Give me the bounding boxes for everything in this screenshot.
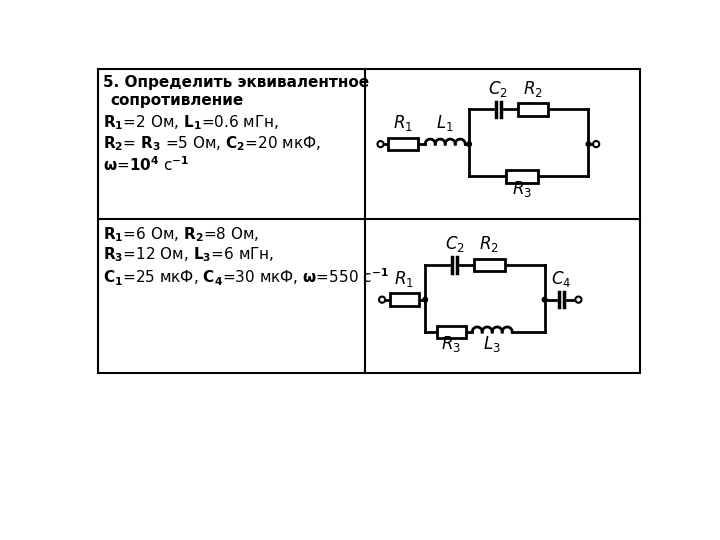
Bar: [98, 69, 640, 373]
Text: $R_2$: $R_2$: [480, 234, 499, 254]
Text: $C_2$: $C_2$: [444, 234, 464, 254]
Text: $\mathbf{C_1}$=25 мкФ, $\mathbf{C_4}$=30 мкФ, $\mathbf{\omega}$=550 с$\mathbf{^{: $\mathbf{C_1}$=25 мкФ, $\mathbf{C_4}$=30…: [102, 267, 388, 288]
Text: $\mathbf{\omega}$=$\mathbf{10^4}$ с$\mathbf{^{-1}}$: $\mathbf{\omega}$=$\mathbf{10^4}$ с$\mat…: [102, 155, 189, 173]
Text: $L_1$: $L_1$: [436, 113, 454, 133]
Circle shape: [423, 298, 428, 302]
Circle shape: [586, 142, 590, 146]
Circle shape: [593, 141, 599, 147]
Circle shape: [379, 296, 385, 303]
Text: $L_3$: $L_3$: [483, 334, 501, 354]
Text: $R_1$: $R_1$: [395, 269, 415, 289]
Text: $R_2$: $R_2$: [523, 79, 543, 99]
Bar: [437, 326, 466, 338]
Bar: [388, 138, 418, 150]
Text: сопротивление: сопротивление: [110, 92, 243, 107]
Circle shape: [542, 298, 547, 302]
Bar: [506, 170, 539, 183]
Bar: [474, 259, 505, 271]
Text: $\mathbf{R_1}$=2 Ом, $\mathbf{L_1}$=0.6 мГн,: $\mathbf{R_1}$=2 Ом, $\mathbf{L_1}$=0.6 …: [102, 113, 279, 132]
Text: $C_2$: $C_2$: [488, 79, 508, 99]
Text: $R_3$: $R_3$: [441, 334, 462, 354]
Text: $\mathbf{R_2}$= $\mathbf{R_3}$ =5 Ом, $\mathbf{C_2}$=20 мкФ,: $\mathbf{R_2}$= $\mathbf{R_3}$ =5 Ом, $\…: [102, 134, 320, 153]
Text: 5. Определить эквивалентное: 5. Определить эквивалентное: [102, 75, 369, 90]
Circle shape: [575, 296, 582, 303]
Bar: [390, 294, 419, 306]
Text: $R_3$: $R_3$: [512, 179, 532, 199]
Circle shape: [467, 142, 472, 146]
Bar: [518, 103, 549, 116]
Circle shape: [377, 141, 384, 147]
Text: $C_4$: $C_4$: [552, 269, 572, 289]
Text: $\mathbf{R_1}$=6 Ом, $\mathbf{R_2}$=8 Ом,: $\mathbf{R_1}$=6 Ом, $\mathbf{R_2}$=8 Ом…: [102, 225, 259, 244]
Text: $\mathbf{R_3}$=12 Ом, $\mathbf{L_3}$=6 мГн,: $\mathbf{R_3}$=12 Ом, $\mathbf{L_3}$=6 м…: [102, 246, 274, 265]
Text: $R_1$: $R_1$: [393, 113, 413, 133]
